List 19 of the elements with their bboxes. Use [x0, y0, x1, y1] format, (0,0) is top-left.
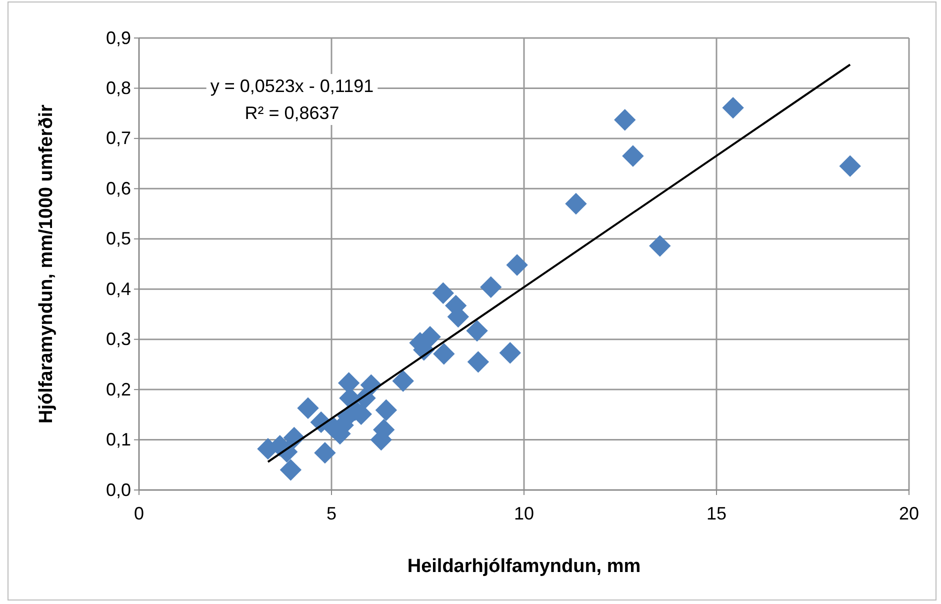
y-tick-label: 0,0	[106, 480, 131, 500]
y-axis-title: Hjólfaramyndun, mm/1000 umferðir	[36, 104, 57, 424]
y-tick-label: 0,7	[106, 128, 131, 148]
y-tick-label: 0,6	[106, 178, 131, 198]
x-tick-label: 0	[134, 504, 144, 524]
x-axis-title: Heildarhjólfamyndun, mm	[407, 556, 641, 577]
y-tick-label: 0,1	[106, 430, 131, 450]
x-tick-label: 10	[514, 504, 534, 524]
y-tick-label: 0,3	[106, 329, 131, 350]
y-tick-label: 0,5	[106, 228, 131, 249]
y-tick-label: 0,4	[106, 278, 131, 299]
x-tick-label: 15	[706, 504, 727, 524]
annotation: R² = 0,8637	[244, 103, 340, 123]
y-tick-label: 0,2	[106, 379, 131, 400]
x-tick-label: 20	[898, 504, 920, 524]
y-tick-label: 0,8	[106, 78, 131, 98]
annotation: y = 0,0523x - 0,1191	[210, 76, 374, 96]
y-tick-label: 0,9	[106, 28, 131, 48]
x-tick-label: 5	[326, 504, 337, 524]
